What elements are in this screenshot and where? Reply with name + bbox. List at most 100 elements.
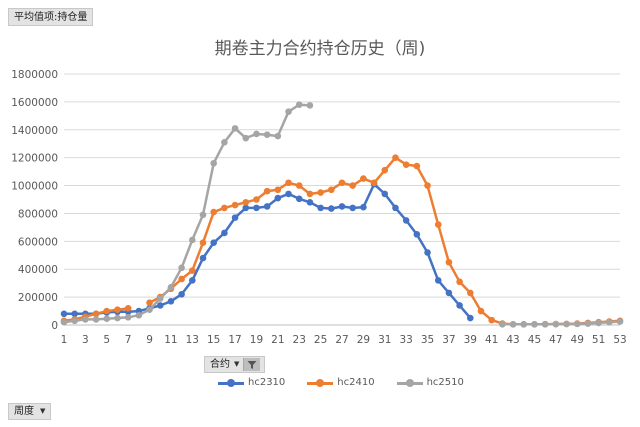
data-point-hc2310	[392, 204, 399, 212]
data-point-hc2410	[285, 179, 292, 187]
legend-label: hc2410	[337, 377, 375, 388]
data-point-hc2510	[92, 316, 100, 323]
data-point-hc2310	[210, 239, 217, 247]
data-point-hc2410	[189, 267, 196, 274]
data-point-hc2510	[221, 139, 228, 146]
legend-swatch	[218, 378, 244, 388]
data-point-hc2510	[146, 306, 153, 313]
data-point-hc2410	[210, 208, 217, 216]
y-tick-label: 1000000	[11, 181, 58, 193]
data-point-hc2510	[285, 108, 292, 115]
data-point-hc2510	[584, 320, 592, 327]
data-point-hc2310	[467, 314, 474, 322]
x-tick-label: 41	[485, 334, 498, 346]
data-point-hc2410	[434, 221, 442, 228]
data-point-hc2310	[167, 297, 175, 305]
data-point-hc2410	[360, 175, 367, 182]
pivot-axis-field-button[interactable]: 周度 ▼	[8, 403, 52, 420]
data-point-hc2310	[231, 214, 239, 221]
data-point-hc2310	[199, 254, 207, 262]
data-point-hc2510	[167, 284, 175, 291]
data-point-hc2410	[477, 307, 485, 315]
x-tick-label: 35	[421, 334, 434, 346]
data-point-hc2310	[338, 203, 346, 210]
x-tick-label: 45	[528, 334, 541, 346]
data-point-hc2310	[434, 277, 442, 284]
y-tick-label: 1800000	[11, 69, 58, 81]
chart-legend: hc2310 hc2410 hc2510	[218, 377, 464, 388]
y-tick-label: 200000	[18, 292, 58, 304]
y-tick-label: 400000	[18, 264, 58, 276]
data-point-hc2410	[424, 182, 431, 189]
legend-label: hc2510	[426, 377, 464, 388]
x-tick-label: 31	[378, 334, 391, 346]
x-tick-label: 19	[250, 334, 263, 346]
data-point-hc2410	[231, 201, 239, 209]
data-point-hc2510	[295, 101, 303, 108]
x-tick-label: 17	[228, 334, 241, 346]
data-point-hc2310	[178, 291, 185, 298]
legend-item-hc2310: hc2310	[218, 377, 285, 388]
data-point-hc2310	[156, 302, 164, 309]
data-point-hc2510	[274, 132, 282, 140]
y-tick-label: 600000	[18, 236, 58, 248]
series-hc2510	[60, 101, 624, 328]
x-tick-label: 7	[125, 334, 132, 346]
data-point-hc2310	[424, 249, 431, 256]
data-point-hc2410	[263, 187, 271, 195]
x-tick-label: 9	[146, 334, 153, 346]
data-point-hc2410	[456, 278, 463, 286]
filter-icon[interactable]	[243, 358, 261, 371]
pivot-values-field-button[interactable]: 平均值项:持仓量	[8, 8, 94, 26]
data-point-hc2510	[541, 321, 549, 328]
data-point-hc2410	[381, 166, 389, 174]
data-point-hc2510	[520, 321, 528, 328]
y-tick-label: 800000	[18, 208, 58, 220]
x-tick-label: 1	[61, 334, 68, 346]
data-point-hc2510	[263, 131, 271, 138]
data-point-hc2310	[221, 229, 228, 237]
x-tick-label: 33	[399, 334, 412, 346]
data-point-hc2310	[445, 289, 453, 297]
data-point-hc2510	[509, 321, 517, 328]
data-point-hc2310	[306, 198, 314, 206]
data-point-hc2410	[274, 186, 282, 194]
data-point-hc2410	[178, 275, 185, 283]
x-tick-label: 11	[164, 334, 177, 346]
dropdown-caret-icon: ▼	[40, 407, 46, 415]
data-point-hc2410	[392, 154, 399, 161]
chart-title: 期卷主力合约持仓历史（周)	[214, 39, 426, 59]
data-point-hc2510	[178, 264, 185, 272]
data-point-hc2410	[413, 162, 421, 170]
data-point-hc2510	[124, 314, 132, 321]
x-tick-label: 53	[613, 334, 626, 346]
y-tick-label: 0	[51, 320, 58, 332]
x-tick-label: 21	[271, 334, 284, 346]
data-point-hc2510	[135, 311, 143, 319]
x-tick-label: 27	[335, 334, 348, 346]
data-point-hc2510	[563, 320, 570, 328]
data-point-hc2310	[328, 205, 335, 212]
data-point-hc2410	[338, 179, 346, 187]
data-point-hc2410	[445, 258, 453, 266]
data-point-hc2510	[71, 317, 78, 325]
data-point-hc2410	[349, 182, 356, 189]
x-tick-label: 13	[186, 334, 199, 346]
data-point-hc2510	[242, 134, 250, 142]
data-point-hc2310	[253, 204, 260, 212]
data-point-hc2310	[456, 302, 463, 309]
data-point-hc2410	[92, 310, 100, 318]
data-point-hc2310	[60, 310, 68, 318]
legend-swatch	[396, 378, 423, 388]
x-tick-label: 29	[357, 334, 370, 346]
data-point-hc2510	[573, 320, 581, 328]
x-tick-label: 3	[82, 334, 89, 346]
data-point-hc2510	[199, 211, 207, 219]
data-point-hc2410	[488, 316, 495, 324]
x-tick-label: 43	[506, 334, 519, 346]
data-point-hc2510	[606, 318, 613, 326]
series-lines	[60, 101, 624, 328]
data-point-hc2410	[146, 299, 153, 306]
pivot-series-field-button[interactable]: 合约 ▼	[204, 356, 266, 373]
